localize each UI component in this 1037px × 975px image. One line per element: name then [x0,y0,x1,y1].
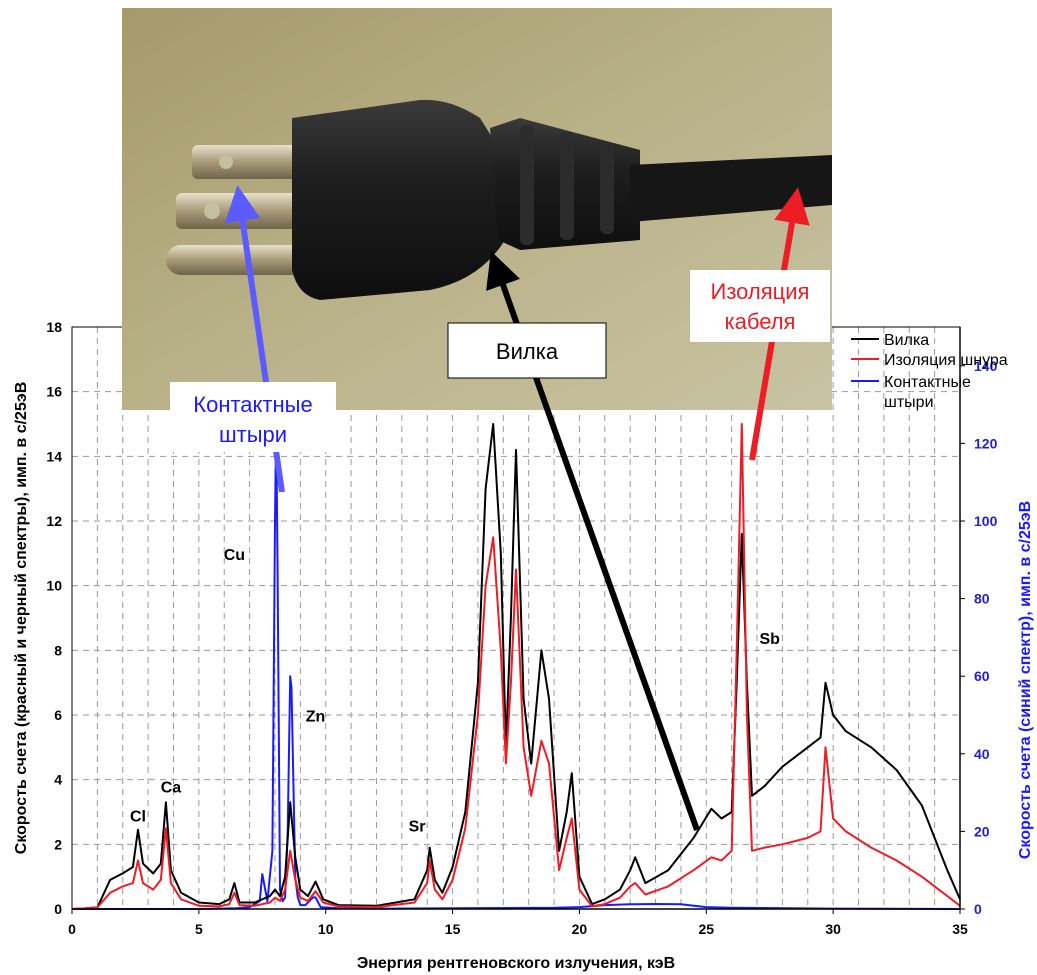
element-annotations: Cl Ca Cu Zn Sr Sb [130,547,780,836]
x-tick-label: 15 [445,921,461,937]
y-right-tick-label: 20 [974,823,990,839]
y-left-tick-label: 12 [46,513,62,529]
pin-top [192,145,302,179]
x-axis-title: Энергия рентгеновского излучения, кэВ [357,955,675,972]
plug-ridge-2 [560,132,574,240]
tick-layer: 0 5 10 15 20 25 30 35 0 2 4 6 8 10 12 14 16 18 0 20 40 60 80 10… [46,319,997,937]
x-tick-label: 25 [698,921,714,937]
y-left-tick-label: 8 [54,642,62,658]
callout-plug-box [447,322,607,379]
pin-top-hole [219,155,233,169]
y-left-tick-label: 16 [46,384,62,400]
callout-cable-line2: кабеля [725,309,796,334]
x-tick-label: 10 [318,921,334,937]
y-left-tick-label: 2 [54,836,62,852]
y-right-tick-label: 60 [974,668,990,684]
x-tick-label: 5 [195,921,203,937]
y-right-tick-label: 80 [974,591,990,607]
y-left-tick-label: 10 [46,578,62,594]
legend-label-insulation: Изоляция шнура [884,352,1008,369]
x-tick-label: 35 [952,921,968,937]
legend-label-pins-line2: штыри [884,394,934,411]
element-label: Cl [130,809,146,826]
series-line-1 [71,423,961,910]
series-line-2 [72,426,961,910]
callout-cable: Изоляция кабеля [690,270,830,342]
y-right-tick-label: 100 [974,513,998,529]
x-tick-label: 20 [572,921,588,937]
callout-cable-line1: Изоляция [711,279,810,304]
legend-label-pins-line1: Контактные [884,374,971,391]
y-right-tick-label: 0 [974,901,982,917]
plug-ridge-1 [520,125,534,245]
y-right-tick-label: 120 [974,435,998,451]
y-axis-left-title: Скорость счета (красный и черный спектры… [13,382,30,854]
x-tick-label: 0 [68,921,76,937]
callout-plug: Вилка [447,322,607,379]
plug-body [292,99,505,301]
y-left-tick-label: 14 [46,448,62,464]
element-label: Cu [224,547,245,564]
y-right-tick-label: 40 [974,746,990,762]
y-right-tick-label: 140 [974,358,998,374]
element-label: Ca [161,780,182,797]
pin-middle-hole [204,203,220,219]
legend-label-pins: Контактные штыри [884,374,971,411]
y-left-tick-label: 4 [54,772,62,788]
x-tick-label: 30 [825,921,841,937]
y-axis-right-title: Скорость счета (синий спектр), имп. в с/… [1017,501,1034,859]
series-line-0 [71,423,961,910]
callout-pins-line1: Контактные [193,392,312,417]
y-left-tick-label: 18 [46,319,62,335]
series-layer [71,423,961,910]
pin-ground [166,245,306,275]
callout-pins-line2: штыри [219,422,287,447]
callout-cable-box [690,270,830,342]
callout-pins: Контактные штыри [170,382,336,452]
y-left-tick-label: 0 [54,901,62,917]
y-left-tick-label: 6 [54,707,62,723]
plug-ridge-3 [600,142,614,234]
element-label: Sb [759,631,780,648]
callout-plug-label: Вилка [496,339,559,364]
callout-pins-box [170,382,336,452]
legend-label-plug: Вилка [884,332,929,349]
legend: Вилка Изоляция шнура Контактные штыри [851,332,1008,411]
element-label: Zn [306,708,326,725]
element-label: Sr [409,818,426,835]
